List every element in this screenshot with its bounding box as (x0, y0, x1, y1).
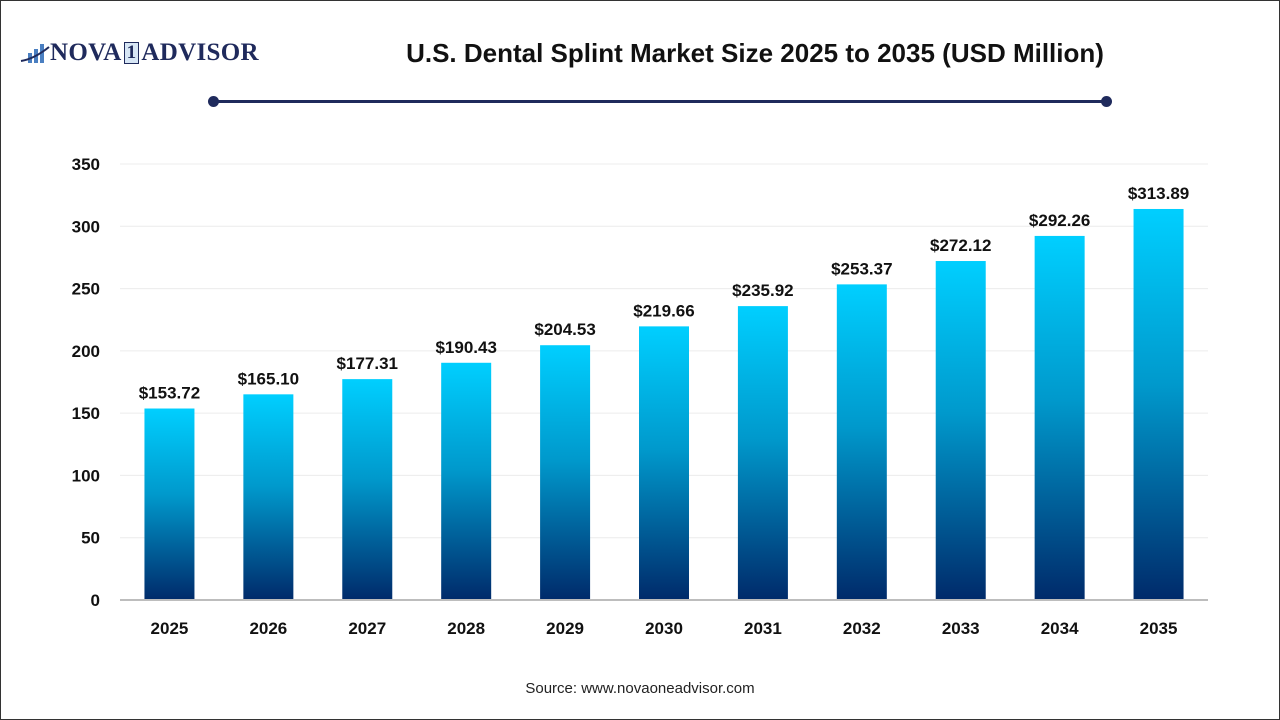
x-tick-label: 2034 (1041, 619, 1079, 638)
bar-2033 (935, 261, 986, 600)
data-label: $204.53 (534, 320, 595, 339)
logo-text-one: 1 (123, 42, 140, 64)
data-label: $235.92 (732, 281, 793, 300)
data-label: $219.66 (633, 301, 694, 320)
logo-text-right: ADVISOR (141, 39, 259, 66)
bar-chart-logo-icon (20, 44, 50, 63)
title-divider (213, 100, 1106, 103)
y-tick-label: 0 (91, 591, 100, 610)
x-tick-label: 2025 (151, 619, 189, 638)
x-tick-label: 2026 (249, 619, 287, 638)
y-tick-label: 300 (72, 217, 100, 236)
data-label: $165.10 (238, 369, 299, 388)
bar-2032 (836, 284, 887, 600)
y-tick-label: 200 (72, 342, 100, 361)
data-label: $313.89 (1128, 184, 1189, 203)
divider-dot-right (1101, 96, 1112, 107)
y-tick-label: 50 (81, 529, 100, 548)
data-label: $190.43 (435, 338, 496, 357)
x-tick-label: 2027 (348, 619, 386, 638)
bar-2029 (540, 345, 591, 600)
y-tick-label: 100 (72, 466, 100, 485)
bar-2035 (1133, 208, 1184, 601)
x-tick-label: 2035 (1140, 619, 1178, 638)
bar-2025 (144, 408, 195, 600)
bar-2026 (243, 394, 294, 600)
logo-text: NOVA 1 ADVISOR (50, 39, 259, 67)
chart-title: U.S. Dental Splint Market Size 2025 to 2… (406, 38, 1104, 68)
data-label: $253.37 (831, 259, 892, 278)
bar-2027 (342, 379, 393, 600)
y-tick-label: 250 (72, 280, 100, 299)
bar-2028 (441, 362, 492, 600)
x-tick-label: 2031 (744, 619, 782, 638)
data-label: $272.12 (930, 236, 991, 255)
source-text: Source: www.novaoneadvisor.com (525, 680, 755, 697)
bar-2034 (1034, 235, 1085, 600)
nova-advisor-logo: NOVA 1 ADVISOR (20, 36, 259, 70)
x-tick-label: 2033 (942, 619, 980, 638)
data-label: $177.31 (337, 354, 398, 373)
y-tick-label: 350 (72, 155, 100, 174)
divider-dot-left (208, 96, 219, 107)
bar-2031 (737, 306, 788, 600)
x-tick-label: 2029 (546, 619, 584, 638)
logo-text-left: NOVA (50, 39, 122, 66)
data-label: $292.26 (1029, 211, 1090, 230)
data-label: $153.72 (139, 384, 200, 403)
x-tick-label: 2028 (447, 619, 485, 638)
x-tick-label: 2032 (843, 619, 881, 638)
x-tick-label: 2030 (645, 619, 683, 638)
y-tick-label: 150 (72, 404, 100, 423)
bar-2030 (639, 326, 689, 600)
